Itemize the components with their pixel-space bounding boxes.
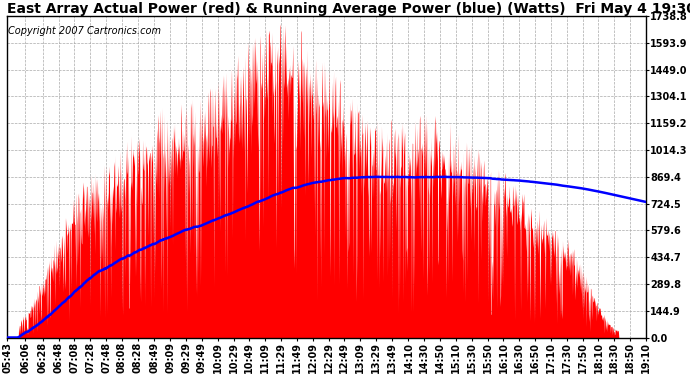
Text: Copyright 2007 Cartronics.com: Copyright 2007 Cartronics.com: [8, 26, 161, 36]
Text: East Array Actual Power (red) & Running Average Power (blue) (Watts)  Fri May 4 : East Array Actual Power (red) & Running …: [7, 2, 690, 16]
